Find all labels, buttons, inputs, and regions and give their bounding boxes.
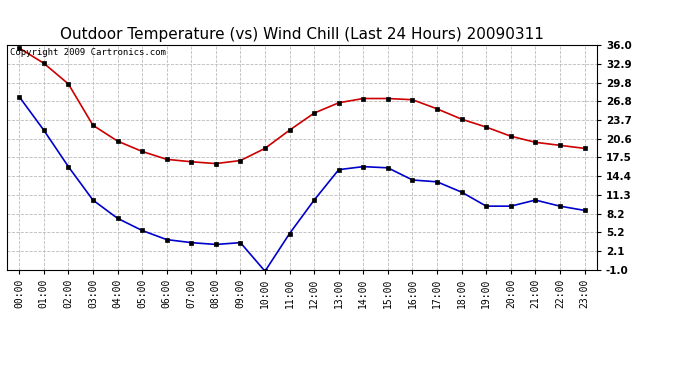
Text: Copyright 2009 Cartronics.com: Copyright 2009 Cartronics.com <box>10 48 166 57</box>
Title: Outdoor Temperature (vs) Wind Chill (Last 24 Hours) 20090311: Outdoor Temperature (vs) Wind Chill (Las… <box>60 27 544 42</box>
